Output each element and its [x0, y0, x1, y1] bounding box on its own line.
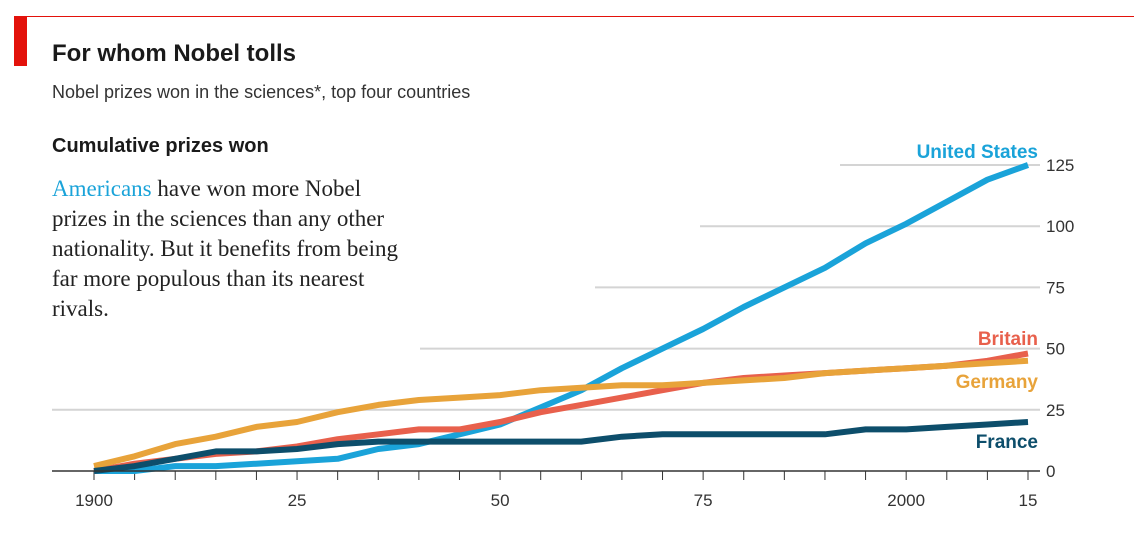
series-label: Germany	[956, 372, 1039, 393]
top-rule	[14, 16, 1134, 17]
y-tick-label: 100	[1046, 217, 1074, 236]
chart-title: For whom Nobel tolls	[52, 40, 296, 67]
x-tick-label: 25	[288, 491, 307, 510]
annotation-highlight: Americans	[52, 176, 152, 201]
y-tick-label: 125	[1046, 156, 1074, 175]
red-tag	[14, 17, 27, 66]
chart-subtitle: Nobel prizes won in the sciences*, top f…	[52, 82, 471, 102]
annotation: Americans have won more Nobel prizes in …	[52, 174, 412, 324]
series-label: United States	[917, 142, 1038, 163]
y-tick-label: 25	[1046, 401, 1065, 420]
x-tick-label: 1900	[75, 491, 113, 510]
annotation-text: have won more Nobel prizes in the scienc…	[52, 176, 398, 321]
x-tick-label: 75	[694, 491, 713, 510]
series-line-france	[93, 419, 1029, 474]
series-line-germany	[93, 357, 1029, 470]
series-line-united-states	[94, 162, 1030, 474]
y-tick-label: 75	[1046, 278, 1065, 297]
series-label: France	[976, 432, 1038, 453]
panel-title: Cumulative prizes won	[52, 135, 269, 157]
x-tick-label: 15	[1019, 491, 1038, 510]
y-tick-label: 0	[1046, 462, 1055, 481]
series-label: Britain	[978, 329, 1038, 350]
x-tick-label: 2000	[887, 491, 925, 510]
x-tick-label: 50	[491, 491, 510, 510]
y-tick-label: 50	[1046, 340, 1065, 359]
